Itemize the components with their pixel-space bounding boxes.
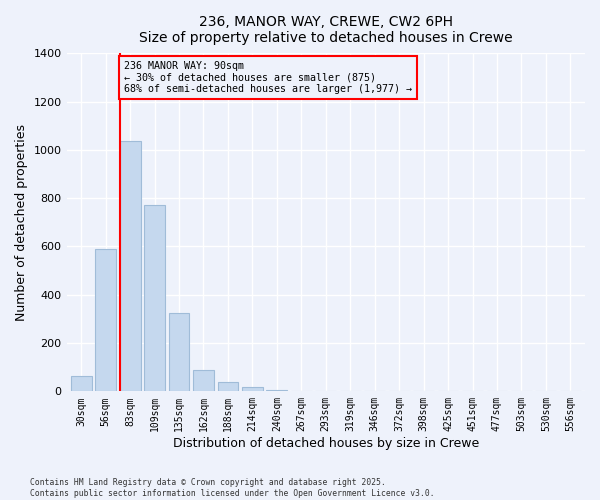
Bar [266, 390, 287, 392]
Bar [169, 313, 190, 392]
Text: Contains HM Land Registry data © Crown copyright and database right 2025.
Contai: Contains HM Land Registry data © Crown c… [30, 478, 434, 498]
Bar [71, 376, 92, 392]
Text: 236 MANOR WAY: 90sqm
← 30% of detached houses are smaller (875)
68% of semi-deta: 236 MANOR WAY: 90sqm ← 30% of detached h… [124, 60, 412, 94]
Bar [144, 206, 165, 392]
Bar [218, 382, 238, 392]
Bar [120, 142, 140, 392]
Title: 236, MANOR WAY, CREWE, CW2 6PH
Size of property relative to detached houses in C: 236, MANOR WAY, CREWE, CW2 6PH Size of p… [139, 15, 512, 45]
Bar [193, 370, 214, 392]
X-axis label: Distribution of detached houses by size in Crewe: Distribution of detached houses by size … [173, 437, 479, 450]
Bar [95, 249, 116, 392]
Bar [242, 386, 263, 392]
Y-axis label: Number of detached properties: Number of detached properties [15, 124, 28, 321]
